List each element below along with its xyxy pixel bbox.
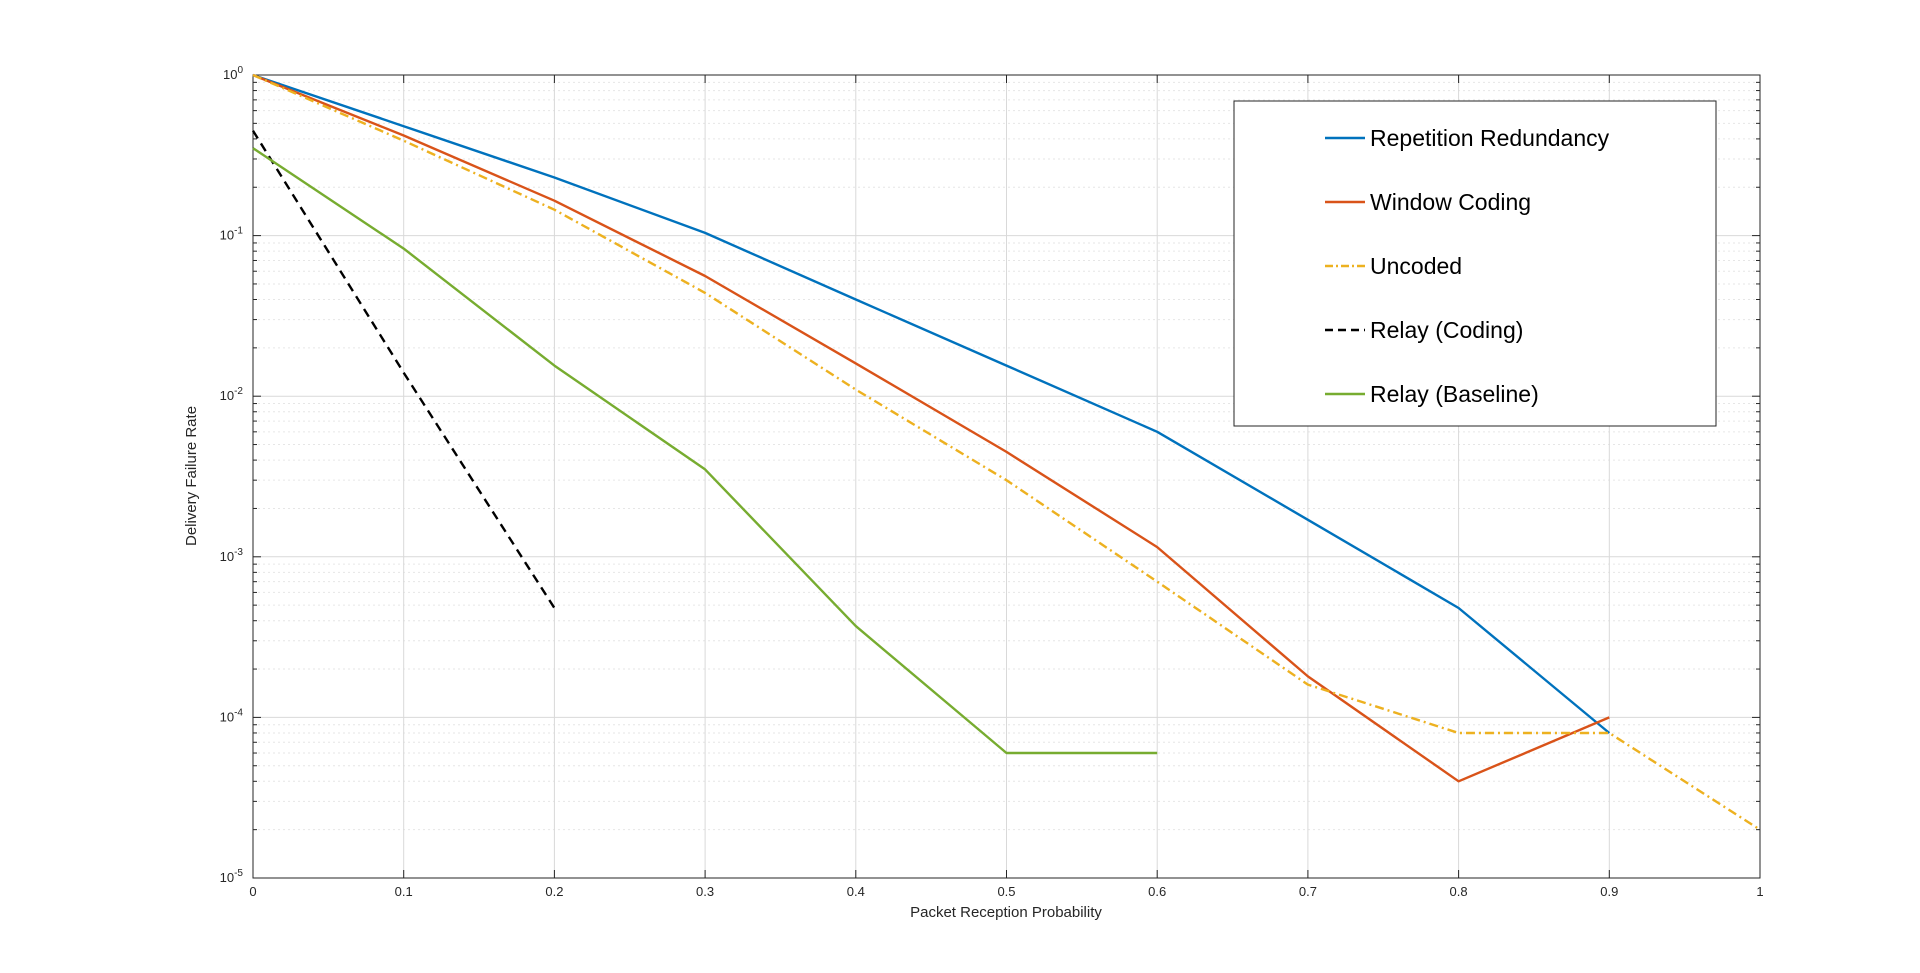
y-tick-label: 10-4 xyxy=(220,707,244,724)
y-tick-label: 10-5 xyxy=(220,868,244,885)
y-tick-label: 10-3 xyxy=(220,547,244,564)
legend-label: Uncoded xyxy=(1370,253,1462,279)
y-tick-base: 10 xyxy=(223,67,237,82)
y-tick-base: 10 xyxy=(220,709,234,724)
x-tick-label: 0.6 xyxy=(1148,884,1166,899)
x-tick-label: 0.9 xyxy=(1600,884,1618,899)
series-line-2 xyxy=(252,73,1610,783)
y-tick-label: 10-1 xyxy=(220,226,244,243)
x-tick-label: 0.7 xyxy=(1299,884,1317,899)
y-tick-exponent: -4 xyxy=(234,707,243,718)
x-axis-label: Packet Reception Probability xyxy=(910,904,1102,921)
x-tick-label: 0 xyxy=(249,884,256,899)
series-line-3 xyxy=(252,73,1761,831)
x-tick-label: 0.3 xyxy=(696,884,714,899)
legend-label: Relay (Coding) xyxy=(1370,317,1523,343)
x-tick-label: 0.4 xyxy=(847,884,865,899)
legend-label: Window Coding xyxy=(1370,189,1531,215)
y-tick-exponent: -5 xyxy=(234,868,243,879)
y-tick-exponent: -2 xyxy=(234,386,243,397)
y-tick-exponent: -1 xyxy=(234,226,243,237)
y-tick-base: 10 xyxy=(220,228,234,243)
legend-box xyxy=(1233,100,1717,427)
series-lines xyxy=(251,73,1761,831)
x-tick-label: 0.5 xyxy=(997,884,1015,899)
axis-ticks: 0 0.1 0.2 0.3 0.4 0.5 0.6 0.7 0.8 0.9 110010-110-2… xyxy=(220,65,1764,899)
series-line-1 xyxy=(252,73,1611,734)
y-axis-label: Delivery Failure Rate xyxy=(183,406,200,546)
y-tick-base: 10 xyxy=(220,549,234,564)
legend-label: Relay (Baseline) xyxy=(1370,381,1539,407)
series-line-4 xyxy=(251,130,556,609)
x-tick-label: 1 xyxy=(1756,884,1763,899)
y-tick-base: 10 xyxy=(220,388,234,403)
y-tick-exponent: -3 xyxy=(234,547,243,558)
x-tick-label: 0.2 xyxy=(545,884,563,899)
legend-label: Repetition Redundancy xyxy=(1370,125,1610,151)
x-tick-label: 0.1 xyxy=(395,884,413,899)
y-tick-label: 100 xyxy=(223,65,243,82)
legend: Repetition Redundancy Window Coding Uncode… xyxy=(1233,100,1717,427)
y-tick-base: 10 xyxy=(220,870,234,885)
x-tick-label: 0.8 xyxy=(1450,884,1468,899)
series-line-5 xyxy=(252,147,1158,755)
y-tick-exponent: 0 xyxy=(237,65,243,76)
y-tick-label: 10-2 xyxy=(220,386,244,403)
